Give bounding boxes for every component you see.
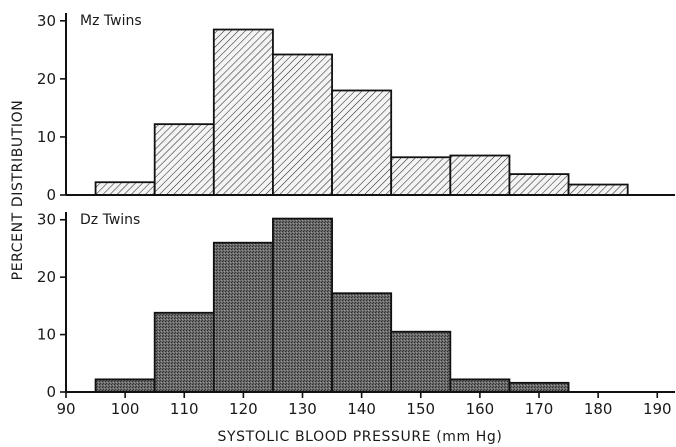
mz-twins-panel: Mz Twins 0 10 20 30: [37, 12, 675, 204]
dz-y-tick-label: 20: [37, 268, 56, 286]
x-tick-label: 160: [466, 400, 495, 418]
dz-histogram-bar: [272, 217, 333, 393]
dz-twins-panel: Dz Twins 0 10 20 30 90 100 110 120 130 140 150 160 1…: [37, 211, 675, 418]
mz-y-tick-label: 10: [37, 128, 56, 146]
mz-y-tick-label: 30: [37, 12, 56, 30]
x-tick-label: 130: [288, 400, 317, 418]
dz-histogram-bar: [508, 381, 570, 393]
x-tick-label: 140: [347, 400, 376, 418]
mz-histogram-bar: [212, 28, 274, 196]
y-axis-label: PERCENT DISTRIBUTION: [10, 100, 26, 281]
mz-histogram-bar: [153, 123, 215, 196]
x-tick-label: 90: [56, 400, 75, 418]
mz-y-tick-label: 20: [37, 70, 56, 88]
dz-histogram-bar: [153, 311, 215, 393]
dz-histogram-bar: [94, 378, 156, 393]
dz-panel-title: Dz Twins: [80, 212, 140, 228]
mz-y-tick-label: 0: [46, 186, 56, 204]
x-tick-label: 170: [525, 400, 554, 418]
dz-y-tick-label: 10: [37, 326, 56, 344]
mz-histogram-bar: [390, 156, 452, 196]
x-tick-label: 110: [170, 400, 199, 418]
mz-panel-title: Mz Twins: [80, 13, 142, 29]
dz-histogram-bar: [212, 241, 274, 393]
mz-histogram-bar: [567, 183, 629, 196]
x-tick-label: 150: [406, 400, 435, 418]
x-axis-label: SYSTOLIC BLOOD PRESSURE (mm Hg): [218, 429, 503, 445]
x-tick-label: 100: [111, 400, 140, 418]
dz-histogram-bar: [390, 330, 452, 393]
dz-histogram-bar: [449, 378, 511, 393]
mz-histogram-bar: [331, 89, 393, 196]
x-tick-label: 190: [643, 400, 672, 418]
mz-histogram-bar: [272, 53, 333, 196]
mz-histogram-bar: [508, 173, 570, 196]
mz-histogram-bar: [94, 181, 156, 196]
x-tick-label: 120: [229, 400, 258, 418]
mz-histogram-bar: [449, 154, 511, 196]
dz-y-tick-label: 0: [46, 383, 56, 401]
dz-histogram-bar: [331, 292, 393, 393]
x-tick-label: 180: [584, 400, 613, 418]
dz-y-tick-label: 30: [37, 211, 56, 229]
